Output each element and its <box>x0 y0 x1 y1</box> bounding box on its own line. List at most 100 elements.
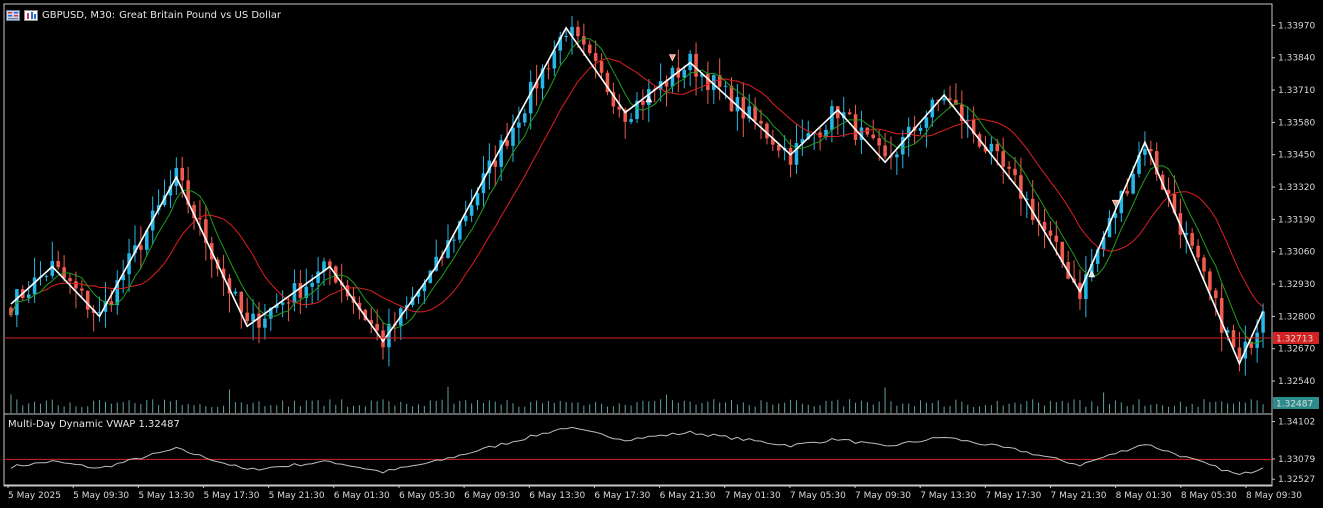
candle-body <box>274 304 279 308</box>
chart-menu-icon[interactable] <box>6 9 20 21</box>
candle-body <box>487 160 492 174</box>
candle-body <box>617 106 622 110</box>
vwap-tick-label: 1.34102 <box>1278 418 1315 428</box>
candle-body <box>304 286 309 298</box>
symbol-description: Great Britain Pound vs US Dollar <box>119 9 281 21</box>
candle-body <box>587 44 592 54</box>
candle-body <box>1001 151 1005 167</box>
trade-panel-icon[interactable] <box>24 9 38 21</box>
candle-body <box>765 123 769 139</box>
time-tick-label: 7 May 01:30 <box>725 491 781 501</box>
candle-body <box>1149 148 1153 152</box>
ma-fast-line <box>10 37 1264 344</box>
candle-body <box>771 138 775 145</box>
candle-body <box>936 99 940 101</box>
candle-body <box>505 140 509 146</box>
time-tick-label: 7 May 21:30 <box>1051 491 1107 501</box>
candle-body <box>895 154 899 158</box>
candle-body <box>517 122 521 128</box>
candle-body <box>859 127 864 140</box>
candle-body <box>109 301 114 305</box>
candle-body <box>446 240 450 259</box>
time-tick-label: 6 May 13:30 <box>529 491 585 501</box>
candle-body <box>1196 245 1200 258</box>
candle-body <box>1255 332 1259 348</box>
candle-body <box>700 73 704 77</box>
candle-body <box>818 132 822 138</box>
candle-body <box>694 53 698 77</box>
price-tick-label: 1.32670 <box>1278 345 1315 355</box>
candle-body <box>440 256 444 259</box>
candle-body <box>475 193 480 206</box>
candle-body <box>1054 235 1059 242</box>
candle-body <box>387 323 391 348</box>
candle-body <box>1231 330 1236 348</box>
candle-body <box>741 97 746 119</box>
candle-body <box>942 98 946 101</box>
candle-body <box>434 256 438 271</box>
candle-body <box>74 281 78 289</box>
candle-body <box>1119 190 1124 214</box>
time-tick-label: 5 May 13:30 <box>138 491 194 501</box>
candle-body <box>1208 271 1212 291</box>
candle-body <box>576 26 580 37</box>
price-tick-label: 1.32800 <box>1278 312 1315 322</box>
candle-body <box>1184 233 1189 235</box>
candle-body <box>68 278 72 282</box>
time-tick-label: 7 May 05:30 <box>790 491 846 501</box>
candle-body <box>404 305 409 309</box>
vwap-tick-label: 1.32527 <box>1278 475 1315 485</box>
candle-body <box>582 36 586 45</box>
candle-body <box>463 215 468 222</box>
candle-body <box>824 129 828 138</box>
candle-body <box>168 186 173 196</box>
candle-body <box>623 109 627 122</box>
candle-body <box>32 277 37 295</box>
price-tick-label: 1.33580 <box>1278 118 1315 128</box>
candle-body <box>198 218 202 220</box>
candle-body <box>564 36 568 38</box>
candle-body <box>593 53 598 62</box>
candle-body <box>186 180 190 205</box>
candle-body <box>251 313 255 322</box>
candle-body <box>9 307 13 316</box>
candle-body <box>605 72 610 93</box>
candle-body <box>139 245 143 250</box>
candle-body <box>729 85 734 112</box>
candle-body <box>469 205 474 216</box>
candle-body <box>1042 221 1047 231</box>
candle-body <box>1125 190 1129 194</box>
candle-body <box>901 136 905 155</box>
candle-body <box>227 278 232 294</box>
time-tick-label: 5 May 21:30 <box>269 491 325 501</box>
candle-body <box>960 104 964 122</box>
time-tick-label: 7 May 17:30 <box>985 491 1041 501</box>
candle-body <box>221 268 226 279</box>
candle-body <box>44 275 49 277</box>
candle-body <box>292 283 297 304</box>
candle-body <box>375 323 379 331</box>
candle-body <box>847 112 852 115</box>
price-tick-label: 1.33970 <box>1278 21 1315 31</box>
candle-body <box>664 81 669 87</box>
candle-body <box>794 143 799 165</box>
candle-body <box>133 245 137 254</box>
price-tick-label: 1.32930 <box>1278 280 1315 290</box>
candle-body <box>954 99 958 105</box>
time-tick-label: 6 May 21:30 <box>660 491 716 501</box>
candle-body <box>1166 189 1171 195</box>
time-tick-label: 5 May 17:30 <box>203 491 259 501</box>
candle-body <box>239 291 244 313</box>
candle-body <box>286 302 291 304</box>
candle-body <box>706 73 710 91</box>
candle-body <box>1154 151 1159 175</box>
candle-body <box>918 127 923 131</box>
candle-body <box>245 312 249 322</box>
time-tick-label: 6 May 09:30 <box>464 491 520 501</box>
time-tick-label: 6 May 05:30 <box>399 491 455 501</box>
candle-body <box>1202 257 1206 272</box>
candle-body <box>180 167 185 181</box>
candle-body <box>776 144 781 151</box>
candle-body <box>889 156 893 158</box>
